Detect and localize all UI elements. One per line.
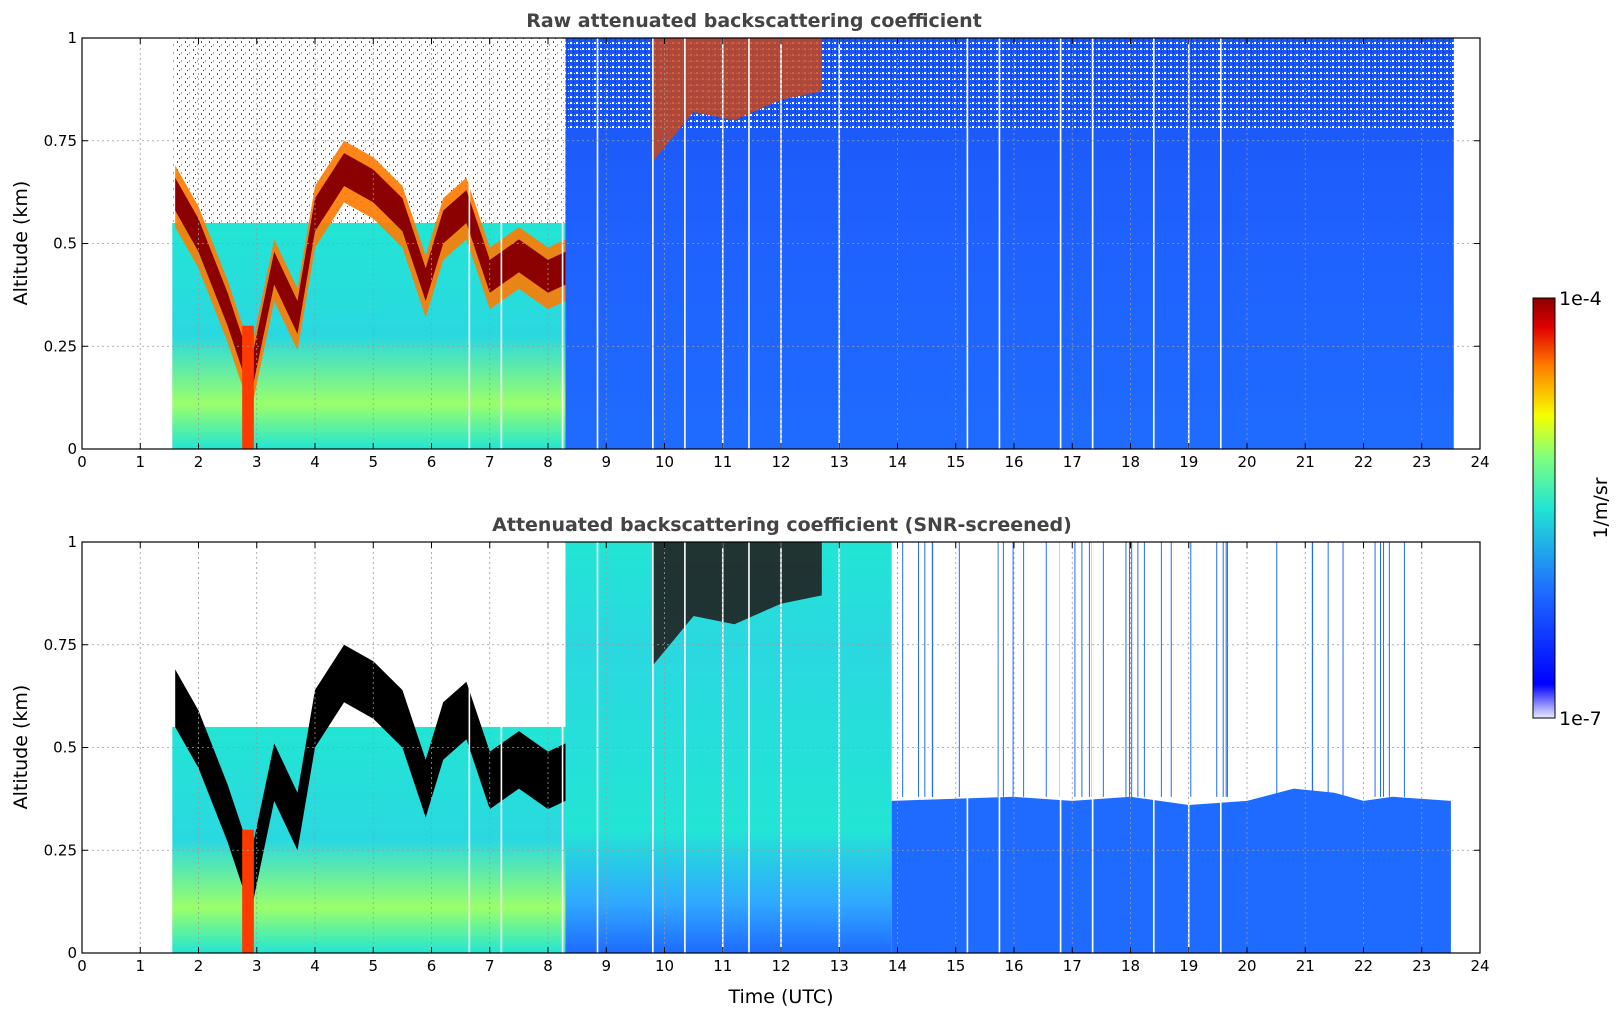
panel1-grid: [82, 38, 1480, 449]
x-tick-label: 4: [310, 453, 320, 471]
raw-backscatter-panel: Raw attenuated backscattering coefficien…: [10, 10, 1490, 471]
screened-aerosol-layer: [891, 788, 1451, 953]
y-tick-label: 0.75: [44, 132, 77, 150]
x-tick-label: 8: [543, 957, 553, 975]
y-tick-label: 1: [67, 533, 77, 551]
x-tick-label: 15: [946, 453, 965, 471]
panel1-y-label: Altitude (km): [10, 181, 32, 306]
panel2-heatmap: [172, 542, 1451, 953]
x-tick-label: 16: [1004, 453, 1023, 471]
y-tick-label: 0.25: [44, 841, 77, 859]
x-tick-label: 11: [713, 453, 732, 471]
x-tick-label: 22: [1354, 453, 1373, 471]
x-tick-label: 2: [194, 453, 204, 471]
x-tick-label: 15: [946, 957, 965, 975]
y-tick-label: 0.75: [44, 636, 77, 654]
x-tick-label: 12: [771, 957, 790, 975]
x-tick-label: 1: [135, 453, 145, 471]
x-tick-label: 1: [135, 957, 145, 975]
x-tick-label: 5: [368, 453, 378, 471]
x-tick-label: 20: [1237, 453, 1256, 471]
x-tick-label: 22: [1354, 957, 1373, 975]
y-tick-label: 0.5: [53, 739, 77, 757]
x-tick-label: 7: [485, 957, 495, 975]
y-tick-label: 0.5: [53, 235, 77, 253]
y-tick-label: 0.25: [44, 337, 77, 355]
panel1-y-ticks: 0 0.25 0.5 0.75 1: [44, 29, 1480, 458]
x-tick-label: 18: [1121, 453, 1140, 471]
x-tick-label: 0: [77, 453, 87, 471]
y-tick-label: 0: [67, 440, 77, 458]
x-tick-label: 24: [1470, 453, 1489, 471]
x-tick-label: 12: [771, 453, 790, 471]
colorbar-max-label: 1e-4: [1559, 288, 1602, 310]
panel1-title: Raw attenuated backscattering coefficien…: [526, 10, 982, 32]
precipitation-streak: [242, 325, 254, 449]
x-tick-label: 5: [368, 957, 378, 975]
x-tick-label: 9: [601, 957, 611, 975]
y-tick-label: 0: [67, 944, 77, 962]
panel2-grid: [82, 542, 1480, 953]
x-tick-label: 10: [655, 957, 674, 975]
x-tick-label: 7: [485, 453, 495, 471]
x-tick-label: 14: [888, 957, 907, 975]
x-tick-label: 13: [830, 957, 849, 975]
x-tick-label: 4: [310, 957, 320, 975]
x-tick-label: 6: [427, 957, 437, 975]
x-tick-label: 13: [830, 453, 849, 471]
upper-cloud-layer: [652, 38, 822, 162]
x-tick-label: 0: [77, 957, 87, 975]
x-tick-label: 21: [1296, 453, 1315, 471]
colorbar-ticks: [1549, 297, 1555, 719]
upper-cloud-layer: [652, 542, 822, 666]
colorbar-min-label: 1e-7: [1559, 708, 1602, 730]
panel2-y-ticks: 0 0.25 0.5 0.75 1: [44, 533, 1480, 962]
x-tick-label: 3: [252, 957, 262, 975]
cloud-layer-band: [175, 644, 566, 912]
x-tick-label: 23: [1412, 957, 1431, 975]
x-tick-label: 24: [1470, 957, 1489, 975]
cloud-layer-core: [175, 153, 566, 396]
panel1-x-ticks: 0 1 2 3 4 5 6 7 8 9 10 11 12 13 14 15 16 17 18 19 20 21 22 23 24: [77, 38, 1490, 471]
x-tick-label: 19: [1179, 453, 1198, 471]
panel2-y-label: Altitude (km): [10, 685, 32, 810]
x-tick-label: 8: [543, 453, 553, 471]
x-tick-label: 3: [252, 453, 262, 471]
x-tick-label: 9: [601, 453, 611, 471]
x-tick-label: 23: [1412, 453, 1431, 471]
x-tick-label: 16: [1004, 957, 1023, 975]
x-tick-label: 18: [1121, 957, 1140, 975]
panel2-title: Attenuated backscattering coefficient (S…: [492, 514, 1072, 536]
x-tick-label: 14: [888, 453, 907, 471]
x-tick-label: 10: [655, 453, 674, 471]
colorbar-unit-label: 1/m/sr: [1590, 477, 1612, 538]
x-tick-label: 17: [1063, 453, 1082, 471]
x-tick-label: 2: [194, 957, 204, 975]
screened-backscatter-panel: Attenuated backscattering coefficient (S…: [10, 514, 1490, 1008]
colorbar: 1e-4 1e-7 1/m/sr: [1532, 288, 1612, 730]
x-tick-label: 21: [1296, 957, 1315, 975]
panel2-x-ticks: 0 1 2 3 4 5 6 7 8 9 10 11 12 13 14 15 16 17 18 19 20 21 22 23 24: [77, 542, 1490, 975]
x-tick-label: 19: [1179, 957, 1198, 975]
panel2-x-label: Time (UTC): [727, 986, 833, 1008]
x-tick-label: 6: [427, 453, 437, 471]
panel1-heatmap: [172, 38, 1454, 449]
x-tick-label: 20: [1237, 957, 1256, 975]
precipitation-streak: [242, 829, 254, 953]
x-tick-label: 11: [713, 957, 732, 975]
colorbar-gradient: [1532, 297, 1556, 719]
y-tick-label: 1: [67, 29, 77, 47]
x-tick-label: 17: [1063, 957, 1082, 975]
